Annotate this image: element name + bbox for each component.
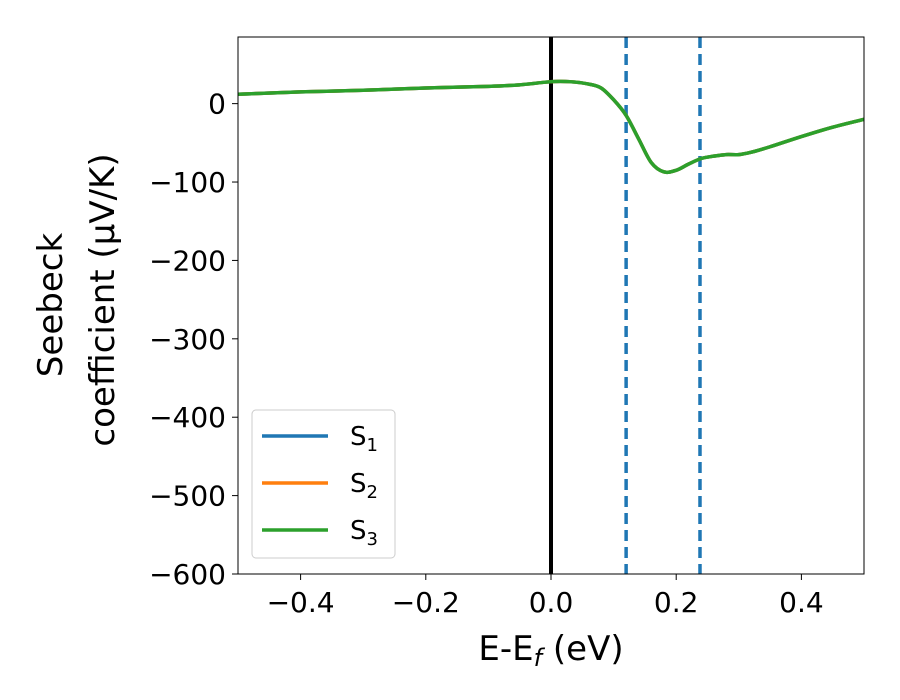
x-axis-label: E-Ef (eV) xyxy=(478,629,623,672)
x-tick-label: 0.2 xyxy=(654,586,699,619)
y-tick-label: 0 xyxy=(208,88,226,121)
y-tick-label: −500 xyxy=(149,480,226,513)
vertical-lines xyxy=(549,37,702,574)
legend-label-S1: S1 xyxy=(350,422,378,456)
series-lines xyxy=(237,79,865,175)
x-tick-label: −0.4 xyxy=(267,586,335,619)
y-axis-label-line2: coefficient (μV/K) xyxy=(83,153,123,446)
legend-label-S3: S3 xyxy=(350,516,378,550)
y-tick-label: −200 xyxy=(149,244,226,277)
y-tick-label: −400 xyxy=(149,401,226,434)
x-axis-label-main: E-E xyxy=(478,629,533,669)
legend: S1 S2 S3 xyxy=(251,409,396,559)
y-axis-label-line1: Seebeck xyxy=(31,233,71,378)
x-tick-label: −0.2 xyxy=(392,586,460,619)
y-axis-label: Seebeck coefficient (μV/K) xyxy=(31,153,123,446)
y-tick-label: −100 xyxy=(149,166,226,199)
x-tick-label: 0.0 xyxy=(529,586,574,619)
series-line-S3 xyxy=(237,79,865,175)
x-tick-label: 0.4 xyxy=(779,586,824,619)
y-axis-ticks: 0 −100 −200 −300 −400 −500 −600 xyxy=(149,88,238,591)
y-tick-label: −300 xyxy=(149,323,226,356)
x-axis-label-unit: (eV) xyxy=(542,629,624,669)
x-axis-ticks: −0.4 −0.2 0.0 0.2 0.4 xyxy=(267,574,824,619)
legend-label-S2: S2 xyxy=(350,469,378,503)
y-tick-label: −600 xyxy=(149,558,226,591)
